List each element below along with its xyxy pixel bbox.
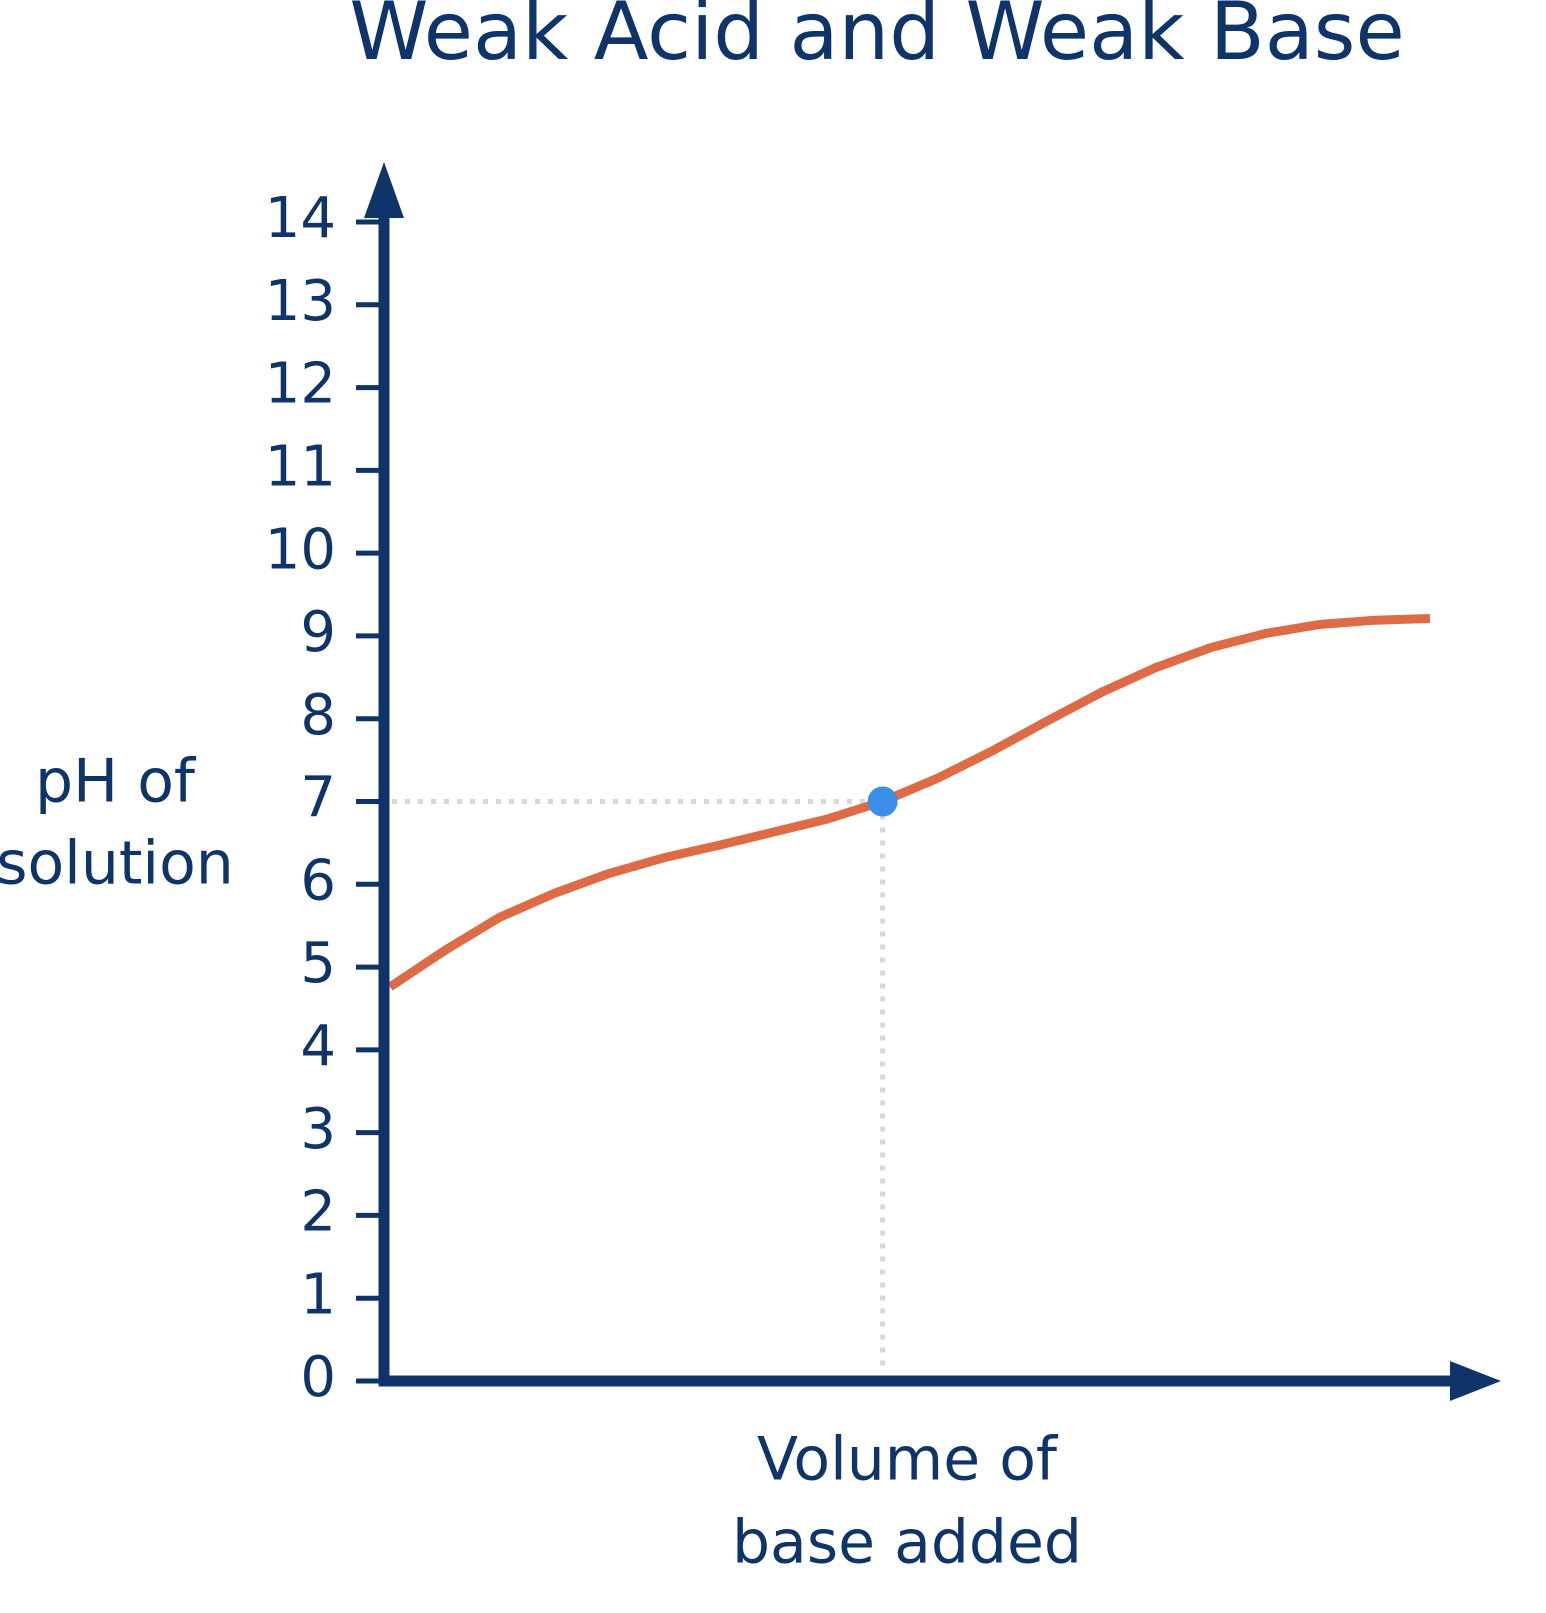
y-tick-label: 12 [265, 352, 336, 417]
y-tick-label: 11 [265, 434, 336, 499]
y-axis-label: solution [0, 829, 234, 899]
y-tick-label: 4 [300, 1014, 336, 1079]
y-tick-label: 0 [300, 1345, 336, 1410]
x-axis-label: base added [732, 1508, 1082, 1578]
y-tick-label: 10 [265, 517, 336, 582]
y-tick-label: 2 [300, 1180, 336, 1245]
curve [387, 614, 1431, 991]
y-tick-label: 14 [265, 186, 336, 251]
y-tick-label: 13 [265, 269, 336, 334]
y-tick-label: 9 [300, 600, 336, 665]
equivalence-point [867, 786, 898, 817]
y-tick-label: 7 [300, 766, 336, 831]
y-axis-arrow [364, 162, 404, 218]
y-tick-label: 8 [300, 683, 336, 748]
y-tick-label: 3 [300, 1097, 336, 1162]
y-tick-label: 6 [300, 848, 336, 913]
y-tick-label: 1 [300, 1262, 336, 1327]
x-axis-arrow [1450, 1361, 1501, 1401]
y-tick-label: 5 [300, 931, 336, 996]
x-axis-label: Volume of [757, 1425, 1059, 1495]
chart-title: Weak Acid and Weak Base [349, 0, 1404, 78]
y-axis-label: pH of [35, 747, 197, 817]
